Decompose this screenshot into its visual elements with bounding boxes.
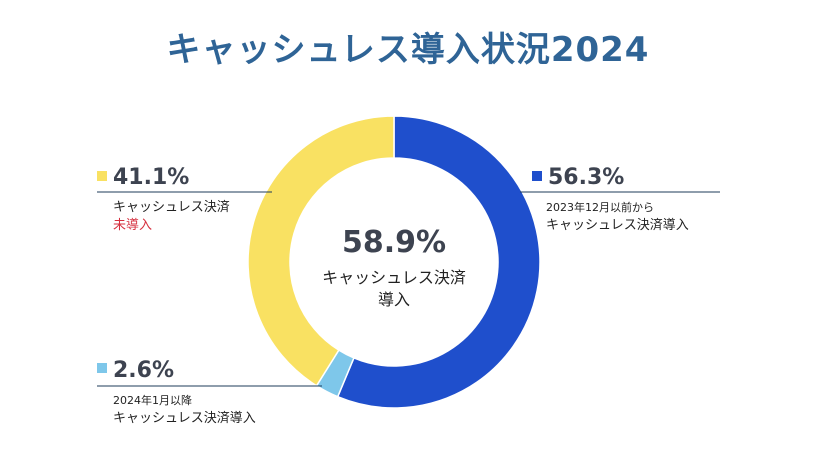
center-label-line1: キャッシュレス決済 [322, 268, 466, 287]
value-label-not-introduced: 41.1% [113, 165, 189, 190]
label-not-introduced: キャッシュレス決済 [113, 199, 230, 215]
slice-not-introduced [247, 115, 395, 387]
label-not-introduced-red: 未導入 [113, 218, 152, 233]
chart-title: キャッシュレス導入状況2024 [166, 30, 650, 70]
slice-since-2023 [336, 115, 541, 409]
label-since-2023: キャッシュレス決済導入 [546, 217, 689, 233]
legend-swatch-since-2023 [532, 171, 542, 181]
value-label-since-2024: 2.6% [113, 358, 174, 383]
legend-swatch-since-2024 [97, 363, 107, 373]
center-value: 58.9% [342, 225, 446, 260]
sub-label-since-2024: 2024年1月以降 [113, 393, 192, 407]
value-label-since-2023: 56.3% [548, 165, 624, 190]
sub-label-since-2023: 2023年12月以前から [546, 200, 654, 214]
center-label-line2: 導入 [378, 290, 410, 309]
legend-swatch-not-introduced [97, 171, 107, 181]
label-since-2024: キャッシュレス決済導入 [113, 410, 256, 426]
